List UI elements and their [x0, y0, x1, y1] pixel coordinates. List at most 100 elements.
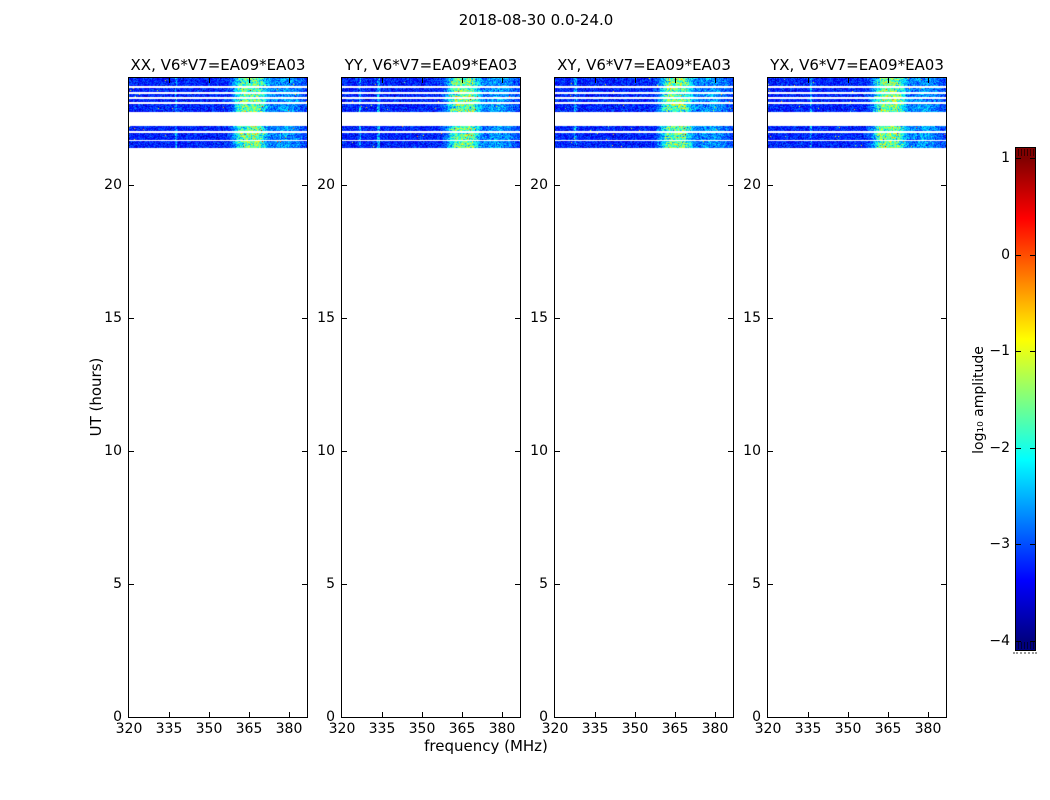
axis-tick-y [129, 583, 134, 585]
axis-tick-y [129, 184, 134, 186]
x-tick-label: 365 [874, 721, 902, 737]
axis-tick-x [848, 712, 849, 717]
colorbar-tick-label: 0 [1001, 246, 1010, 263]
axis-tick-y [941, 184, 946, 186]
y-tick-label: 5 [113, 575, 122, 592]
colorbar-extend-hatch [1024, 149, 1025, 156]
y-tick-label: 15 [317, 309, 335, 326]
colorbar-tick-label: −1 [989, 343, 1010, 360]
colorbar-extend-hatch [1033, 149, 1034, 156]
y-tick-label: 10 [530, 442, 548, 459]
axis-tick-x [289, 78, 290, 83]
axis-tick-x [502, 712, 503, 717]
x-tick-label: 335 [368, 721, 396, 737]
axis-tick-x [209, 712, 210, 717]
x-tick-label: 365 [448, 721, 476, 737]
panel-xx [128, 77, 308, 718]
y-tick-label: 20 [743, 176, 761, 193]
axis-tick-y [302, 450, 307, 452]
colorbar-tick [1030, 447, 1035, 449]
y-tick-label: 0 [539, 709, 548, 725]
y-tick-label: 5 [326, 575, 335, 592]
x-axis-label: frequency (MHz) [424, 737, 548, 755]
x-tick-label: 335 [581, 721, 609, 737]
x-tick-label: 320 [754, 721, 782, 737]
axis-tick-x [169, 712, 170, 717]
y-tick-label: 0 [326, 709, 335, 725]
axis-tick-x [595, 712, 596, 717]
axis-tick-x [422, 712, 423, 717]
x-tick-label: 380 [701, 721, 729, 737]
spectrogram-canvas-yx [768, 78, 946, 717]
y-tick-label: 5 [539, 575, 548, 592]
x-tick-label: 350 [195, 721, 223, 737]
y-tick-label: 10 [317, 442, 335, 459]
axis-tick-y [555, 450, 560, 452]
colorbar-extend-hatch [1018, 149, 1019, 156]
colorbar-extend-hatch [1024, 642, 1025, 649]
colorbar-extend-hatch [1021, 149, 1022, 156]
colorbar-extend-hatch [1018, 642, 1019, 649]
axis-tick-y [768, 583, 773, 585]
axis-tick-x [169, 78, 170, 83]
colorbar-extend-hatch [1033, 642, 1034, 649]
x-tick-label: 365 [661, 721, 689, 737]
axis-tick-x [848, 78, 849, 83]
axis-tick-x [382, 712, 383, 717]
axis-tick-y [342, 450, 347, 452]
axis-tick-x [888, 712, 889, 717]
colorbar [1015, 147, 1036, 651]
panel-yy [341, 77, 521, 718]
axis-tick-y [515, 583, 520, 585]
axis-tick-x [595, 78, 596, 83]
x-tick-label: 320 [328, 721, 356, 737]
x-tick-label: 380 [275, 721, 303, 737]
axis-tick-y [728, 317, 733, 319]
figure-title: 2018-08-30 0.0-24.0 [458, 11, 614, 29]
axis-tick-x [928, 78, 929, 83]
axis-tick-y [728, 583, 733, 585]
axis-tick-x [382, 78, 383, 83]
colorbar-tick [1016, 641, 1021, 642]
colorbar-extend-hatch [1030, 642, 1031, 649]
x-tick-label: 320 [115, 721, 143, 737]
x-tick-label: 320 [541, 721, 569, 737]
colorbar-extend-hatch [1021, 642, 1022, 649]
axis-tick-x [249, 78, 250, 83]
axis-tick-x [888, 78, 889, 83]
panel-title-xy: XY, V6*V7=EA09*EA03 [557, 56, 731, 74]
y-tick-label: 5 [752, 575, 761, 592]
colorbar-extend-hatch [1027, 642, 1028, 649]
axis-tick-x [715, 78, 716, 83]
x-tick-label: 350 [834, 721, 862, 737]
axis-tick-y [941, 317, 946, 319]
axis-tick-y [342, 184, 347, 186]
axis-tick-y [728, 450, 733, 452]
y-tick-label: 15 [530, 309, 548, 326]
axis-tick-y [129, 317, 134, 319]
axis-tick-y [515, 184, 520, 186]
colorbar-tick [1030, 158, 1035, 159]
y-tick-label: 10 [104, 442, 122, 459]
x-tick-label: 365 [235, 721, 263, 737]
y-tick-label: 20 [104, 176, 122, 193]
axis-tick-y [728, 184, 733, 186]
x-tick-label: 380 [914, 721, 942, 737]
colorbar-tick [1016, 254, 1021, 256]
axis-tick-y [515, 450, 520, 452]
axis-tick-y [342, 317, 347, 319]
axis-tick-x [635, 712, 636, 717]
colorbar-tick [1030, 254, 1035, 256]
spectrogram-canvas-xx [129, 78, 307, 717]
axis-tick-x [635, 78, 636, 83]
x-tick-label: 335 [794, 721, 822, 737]
x-tick-label: 380 [488, 721, 516, 737]
x-tick-label: 350 [621, 721, 649, 737]
y-tick-label: 0 [113, 709, 122, 725]
axis-tick-x [289, 712, 290, 717]
x-tick-label: 350 [408, 721, 436, 737]
panel-title-yx: YX, V6*V7=EA09*EA03 [770, 56, 944, 74]
panel-xy [554, 77, 734, 718]
axis-tick-x [249, 712, 250, 717]
axis-tick-x [209, 78, 210, 83]
